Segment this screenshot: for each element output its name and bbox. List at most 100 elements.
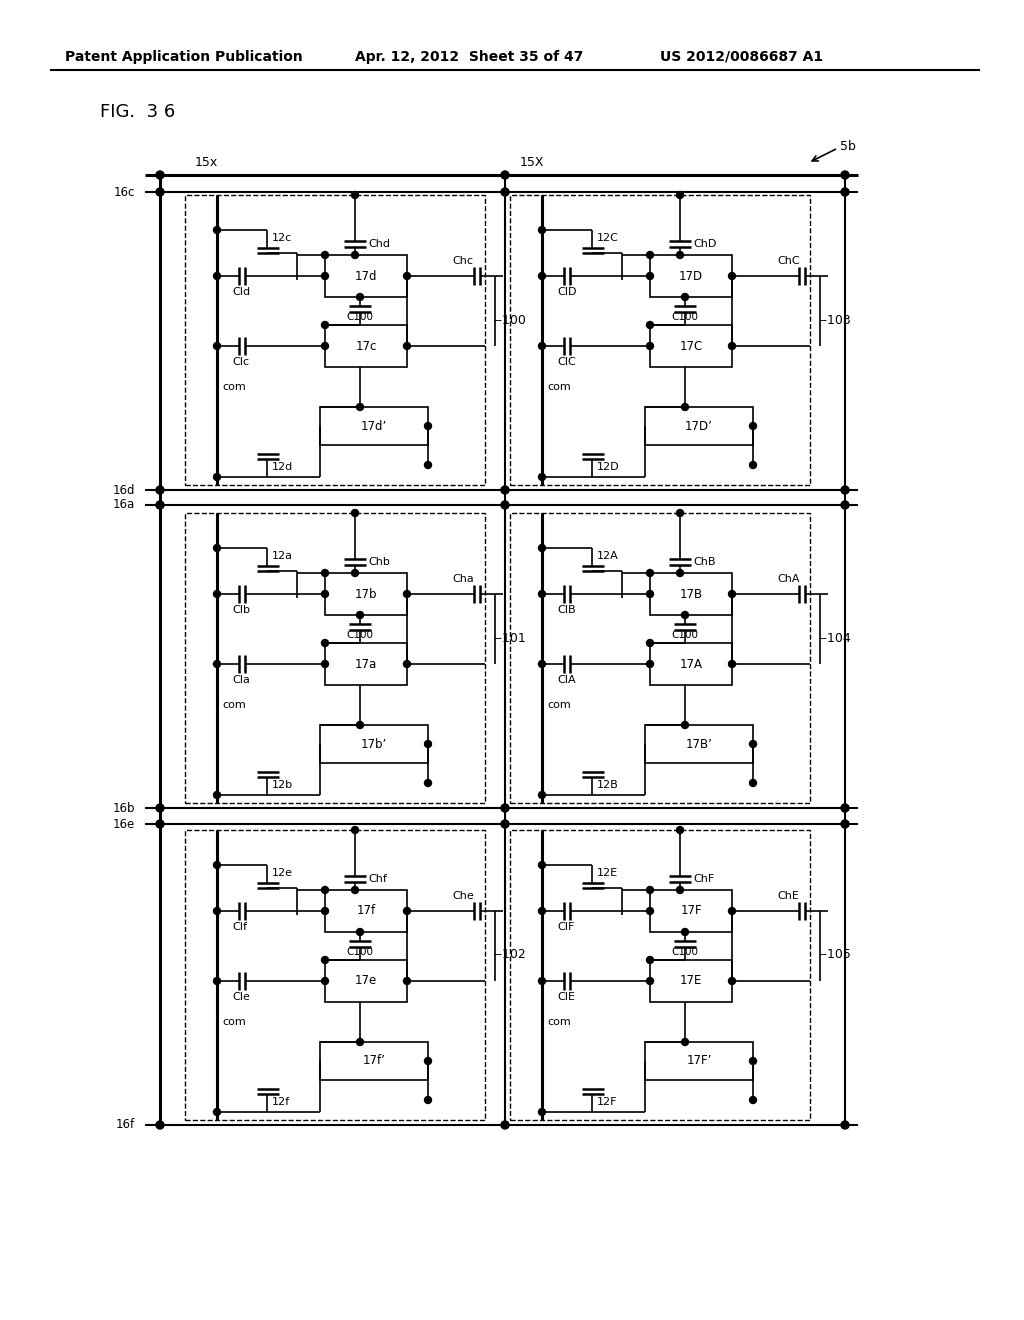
Circle shape xyxy=(403,590,411,598)
Circle shape xyxy=(646,322,653,329)
Text: 16d: 16d xyxy=(113,483,135,496)
Text: 16e: 16e xyxy=(113,817,135,830)
Circle shape xyxy=(501,486,509,494)
Text: 17d: 17d xyxy=(354,269,377,282)
Circle shape xyxy=(646,342,653,350)
Circle shape xyxy=(213,227,220,234)
Circle shape xyxy=(677,569,683,577)
Text: 12E: 12E xyxy=(597,869,618,878)
Circle shape xyxy=(728,660,735,668)
Text: --103: --103 xyxy=(818,314,851,326)
Circle shape xyxy=(501,187,509,195)
Circle shape xyxy=(539,908,546,915)
Bar xyxy=(185,830,485,1119)
Circle shape xyxy=(646,569,653,577)
Text: ChE: ChE xyxy=(777,891,799,902)
Text: 16b: 16b xyxy=(113,801,135,814)
Circle shape xyxy=(322,957,329,964)
Circle shape xyxy=(539,227,546,234)
Circle shape xyxy=(213,590,220,598)
Circle shape xyxy=(351,826,358,833)
Circle shape xyxy=(841,486,849,494)
Circle shape xyxy=(841,804,849,812)
Text: C100: C100 xyxy=(346,630,373,640)
Circle shape xyxy=(501,804,509,812)
Text: com: com xyxy=(222,381,246,392)
Bar xyxy=(650,255,732,297)
Bar xyxy=(325,960,407,1002)
Text: 17D: 17D xyxy=(679,269,703,282)
Text: CID: CID xyxy=(557,286,577,297)
Circle shape xyxy=(356,611,364,619)
Bar xyxy=(645,725,753,763)
Circle shape xyxy=(351,569,358,577)
Circle shape xyxy=(156,172,164,180)
Circle shape xyxy=(351,510,358,516)
Circle shape xyxy=(501,820,509,828)
Circle shape xyxy=(646,978,653,985)
Text: 17f’: 17f’ xyxy=(362,1055,385,1068)
Text: 12d: 12d xyxy=(272,462,293,473)
Circle shape xyxy=(213,660,220,668)
Bar xyxy=(650,325,732,367)
Circle shape xyxy=(425,780,431,787)
Text: CIE: CIE xyxy=(557,993,575,1002)
Text: --101: --101 xyxy=(493,631,525,644)
Circle shape xyxy=(356,404,364,411)
Circle shape xyxy=(841,502,849,510)
Text: 17f: 17f xyxy=(356,904,376,917)
Circle shape xyxy=(403,272,411,280)
Text: 16c: 16c xyxy=(114,186,135,198)
Circle shape xyxy=(646,908,653,915)
Text: C100: C100 xyxy=(671,946,698,957)
Text: 12F: 12F xyxy=(597,1097,617,1107)
Circle shape xyxy=(403,908,411,915)
Text: Patent Application Publication: Patent Application Publication xyxy=(65,50,303,63)
Circle shape xyxy=(403,978,411,985)
Circle shape xyxy=(351,252,358,259)
Text: 17B: 17B xyxy=(680,587,702,601)
Circle shape xyxy=(646,660,653,668)
Circle shape xyxy=(750,741,757,747)
Text: Che: Che xyxy=(452,891,474,902)
Circle shape xyxy=(501,172,509,180)
Circle shape xyxy=(322,272,329,280)
Circle shape xyxy=(682,293,688,301)
Circle shape xyxy=(213,544,220,552)
Bar xyxy=(650,890,732,932)
Circle shape xyxy=(156,1121,164,1129)
Text: 17E: 17E xyxy=(680,974,702,987)
Circle shape xyxy=(539,272,546,280)
Text: Chb: Chb xyxy=(368,557,390,568)
Circle shape xyxy=(156,502,164,510)
Circle shape xyxy=(539,862,546,869)
Bar xyxy=(185,513,485,803)
Bar xyxy=(319,407,428,445)
Circle shape xyxy=(322,590,329,598)
Text: --105: --105 xyxy=(818,949,851,961)
Circle shape xyxy=(682,611,688,619)
Text: CId: CId xyxy=(232,286,250,297)
Text: Cha: Cha xyxy=(452,574,474,583)
Text: 12f: 12f xyxy=(272,1097,290,1107)
Circle shape xyxy=(322,342,329,350)
Circle shape xyxy=(750,462,757,469)
Circle shape xyxy=(750,422,757,429)
Bar xyxy=(650,573,732,615)
Circle shape xyxy=(728,908,735,915)
Text: 16a: 16a xyxy=(113,499,135,511)
Circle shape xyxy=(356,722,364,729)
Bar xyxy=(185,195,485,484)
Circle shape xyxy=(646,272,653,280)
Circle shape xyxy=(425,462,431,469)
Circle shape xyxy=(356,293,364,301)
Circle shape xyxy=(841,172,849,180)
Text: 12c: 12c xyxy=(272,234,292,243)
Text: 12A: 12A xyxy=(597,550,618,561)
Text: com: com xyxy=(547,1016,570,1027)
Text: US 2012/0086687 A1: US 2012/0086687 A1 xyxy=(660,50,823,63)
Text: --102: --102 xyxy=(493,949,525,961)
Bar xyxy=(325,255,407,297)
Bar xyxy=(325,573,407,615)
Circle shape xyxy=(322,908,329,915)
